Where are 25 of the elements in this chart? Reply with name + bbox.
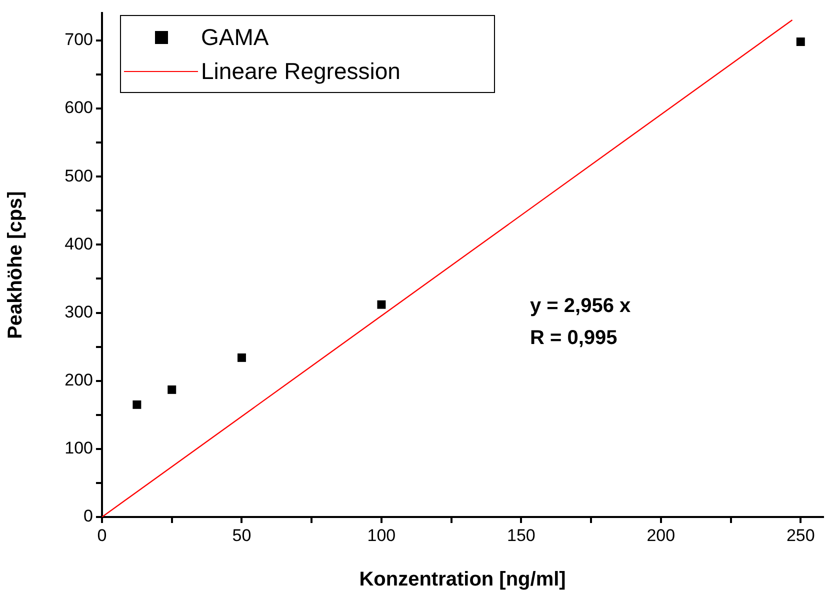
- x-tick-label: 200: [646, 526, 676, 545]
- point: [796, 38, 805, 46]
- legend-label: GAMA: [201, 24, 269, 50]
- point: [237, 353, 246, 362]
- y-tick-label: 100: [64, 438, 93, 458]
- x-tick-label: 250: [786, 526, 815, 545]
- x-tick-label: 100: [367, 526, 396, 545]
- point: [377, 300, 386, 309]
- x-tick-label: 0: [97, 526, 107, 545]
- annotation: y = 2,956 x: [530, 294, 631, 319]
- y-tick-label: 0: [84, 506, 93, 526]
- legend-label: Lineare Regression: [201, 58, 400, 84]
- point: [132, 400, 142, 409]
- x-tick-label: 50: [232, 526, 252, 545]
- y-axis-title: Peakhöhe [cps]: [4, 191, 27, 340]
- y-tick-label: 300: [64, 302, 93, 322]
- y-tick-label: 200: [64, 370, 93, 390]
- y-tick-label: 600: [64, 98, 93, 118]
- x-tick-label: 150: [507, 526, 536, 545]
- y-tick-label: 400: [64, 234, 93, 254]
- point: [168, 385, 176, 394]
- x-axis-title: Konzentration [ng/ml]: [359, 568, 566, 591]
- y-tick-label: 500: [64, 166, 93, 186]
- y-tick-label: 700: [64, 30, 93, 50]
- annotation: R = 0,995: [530, 326, 618, 351]
